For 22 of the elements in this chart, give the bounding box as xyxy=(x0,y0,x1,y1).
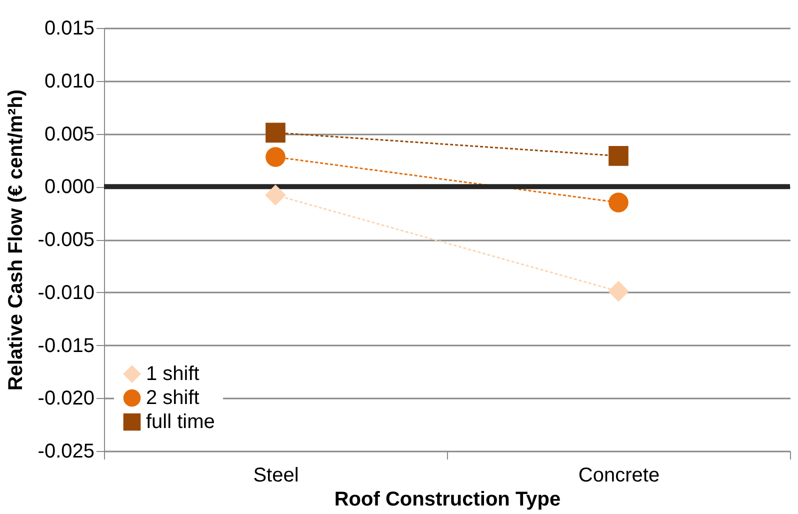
y-tick-label: 0.000 xyxy=(44,176,94,198)
legend-label: 1 shift xyxy=(146,363,200,385)
legend-label: 2 shift xyxy=(146,387,200,409)
x-tick-label: Steel xyxy=(253,464,299,486)
y-axis-title: Relative Cash Flow (€ cent/m²h) xyxy=(4,89,27,391)
point xyxy=(266,147,286,167)
point xyxy=(608,281,628,302)
y-tick-label: -0.015 xyxy=(38,334,94,357)
y-tick-label: -0.005 xyxy=(38,229,94,251)
y-tick-label: 0.015 xyxy=(44,18,94,40)
y-tick-label: 0.010 xyxy=(44,70,94,92)
legend-label: full time xyxy=(146,411,215,433)
y-tick-label: -0.020 xyxy=(38,388,94,410)
point xyxy=(608,192,628,212)
point xyxy=(608,146,628,166)
y-tick-label: -0.010 xyxy=(38,282,94,304)
y-tick-label: -0.025 xyxy=(38,440,94,462)
point xyxy=(266,185,286,205)
y-tick-label: 0.005 xyxy=(44,123,94,146)
point xyxy=(266,122,286,143)
x-tick-label: Concrete xyxy=(578,464,660,486)
x-axis-title: Roof Construction Type xyxy=(334,488,561,510)
